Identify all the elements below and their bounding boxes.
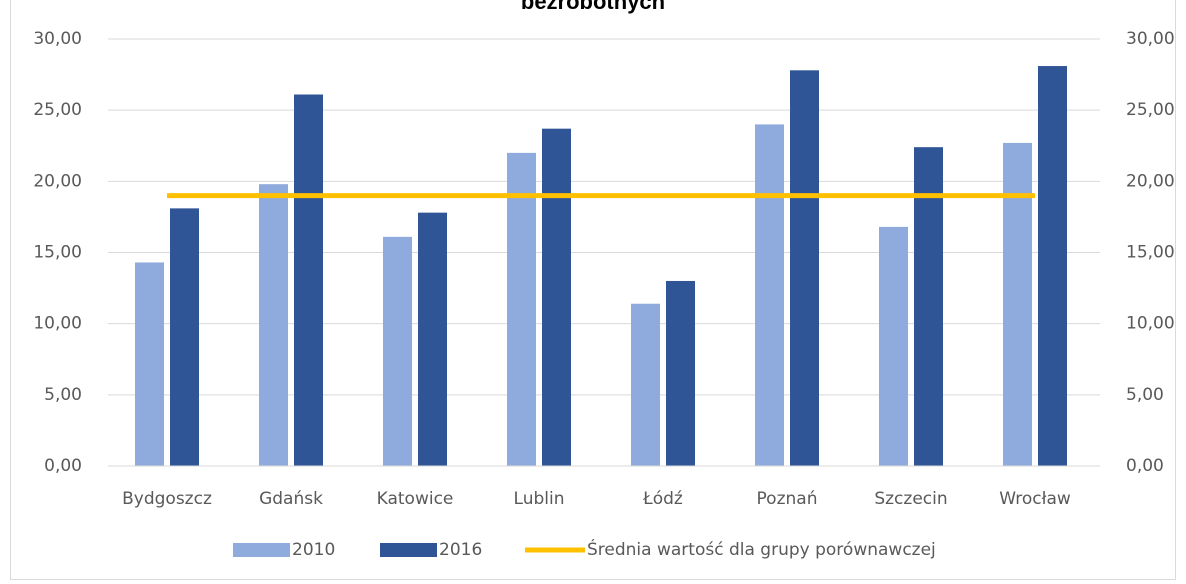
- y-tick-label: 30,00: [33, 29, 82, 49]
- y-tick-label: 5,00: [44, 385, 82, 405]
- bar: [170, 208, 199, 467]
- y2-tick-label: 25,00: [1126, 100, 1175, 120]
- legend-swatch: [380, 543, 437, 557]
- y-tick-label: 15,00: [33, 243, 82, 263]
- bar: [755, 124, 784, 467]
- y2-tick-label: 0,00: [1126, 456, 1164, 476]
- bar: [631, 303, 660, 466]
- chart-border: [10, 0, 1176, 580]
- bar: [418, 212, 447, 466]
- x-tick-label: Łódź: [642, 489, 683, 509]
- bar: [135, 262, 164, 466]
- bar: [542, 128, 571, 467]
- y-tick-label: 25,00: [33, 100, 82, 120]
- bar: [914, 147, 943, 466]
- x-tick-label: Katowice: [377, 489, 454, 509]
- bar: [879, 226, 908, 466]
- x-tick-label: Lublin: [514, 489, 565, 509]
- legend-label: 2010: [292, 540, 335, 560]
- y2-tick-label: 5,00: [1126, 385, 1164, 405]
- y-tick-label: 10,00: [33, 314, 82, 334]
- bar: [259, 184, 288, 466]
- bar: [1038, 66, 1067, 466]
- x-tick-label: Bydgoszcz: [122, 489, 212, 509]
- x-tick-label: Gdańsk: [259, 489, 323, 509]
- bar: [383, 236, 412, 466]
- bar: [507, 152, 536, 466]
- y2-tick-label: 20,00: [1126, 171, 1175, 191]
- bar: [666, 280, 695, 466]
- chart-title: bezrobotnych: [521, 0, 665, 14]
- x-tick-label: Wrocław: [999, 489, 1071, 509]
- bar: [294, 94, 323, 466]
- legend-label: 2016: [439, 540, 482, 560]
- x-tick-label: Szczecin: [874, 489, 947, 509]
- legend-swatch: [233, 543, 290, 557]
- y-tick-label: 0,00: [44, 456, 82, 476]
- y-tick-label: 20,00: [33, 171, 82, 191]
- y2-tick-label: 10,00: [1126, 314, 1175, 334]
- y2-tick-label: 30,00: [1126, 29, 1175, 49]
- y2-tick-label: 15,00: [1126, 243, 1175, 263]
- x-tick-label: Poznań: [757, 489, 818, 509]
- bar: [1003, 142, 1032, 467]
- bar: [790, 70, 819, 467]
- legend-label: Średnia wartość dla grupy porównawczej: [587, 538, 936, 560]
